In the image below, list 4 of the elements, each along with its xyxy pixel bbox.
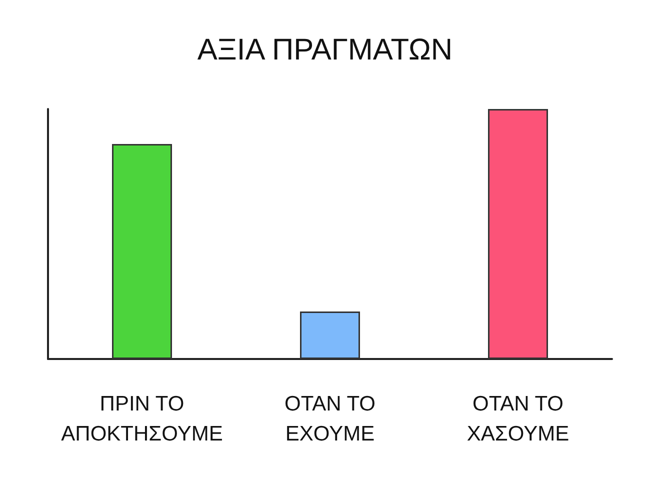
x-tick-label: ΠΡΙΝ ΤΟ ΑΠΟΚΤΗΣΟΥΜΕ (61, 392, 223, 446)
x-tick-label: ΟΤΑΝ ΤΟ ΧΑΣΟΥΜΕ (466, 392, 570, 446)
chart-title: ΑΞΙΑ ΠΡΑΓΜΑΤΩΝ (197, 34, 453, 66)
x-tick-label: ΟΤΑΝ ΤΟ ΕΧΟΥΜΕ (284, 392, 376, 446)
